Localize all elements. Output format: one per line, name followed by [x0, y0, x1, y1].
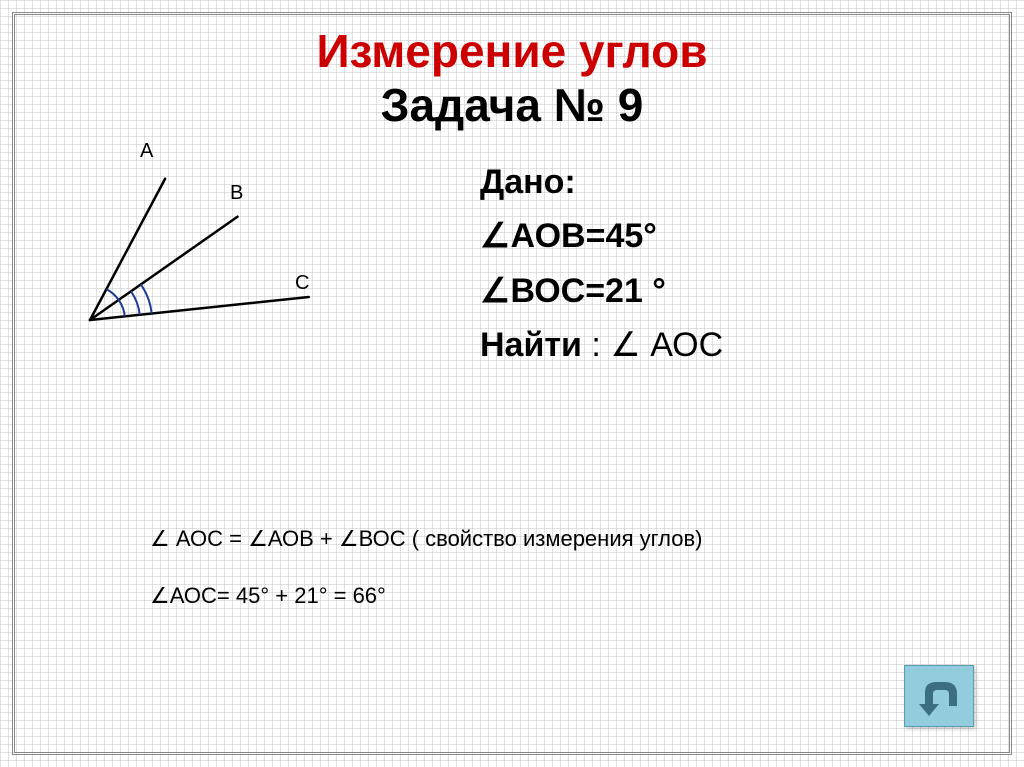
angle-diagram-svg	[40, 140, 340, 360]
angle-icon: ∠	[339, 526, 359, 551]
title-line1: Измерение углов	[316, 25, 707, 77]
given-line-2: ∠ВОС=21 °	[480, 264, 723, 318]
back-u-turn-icon	[917, 676, 961, 716]
given-line-1: ∠АОВ=45°	[480, 209, 723, 263]
ray-label-A: A	[140, 140, 153, 163]
slide-title: Измерение углов Задача № 9	[0, 0, 1024, 132]
find-line: Найти : ∠ АОС	[480, 318, 723, 372]
angle-diagram: A B C	[40, 140, 340, 360]
angle-icon: ∠	[150, 526, 170, 551]
back-button[interactable]	[904, 665, 974, 727]
angle-icon: ∠	[480, 217, 510, 255]
solution-block: ∠ АОС = ∠АОВ + ∠ВОС ( свойство измерения…	[150, 510, 703, 624]
given-heading: Дано:	[480, 155, 723, 209]
solution-line-2: ∠АОС= 45° + 21° = 66°	[150, 567, 703, 624]
slide: Измерение углов Задача № 9 A B C Дано: ∠АО…	[0, 0, 1024, 767]
ray-label-C: C	[295, 272, 309, 295]
angle-icon: ∠	[610, 326, 640, 364]
angle-icon: ∠	[150, 583, 170, 608]
solution-line-1: ∠ АОС = ∠АОВ + ∠ВОС ( свойство измерения…	[150, 510, 703, 567]
angle-icon: ∠	[248, 526, 268, 551]
given-block: Дано: ∠АОВ=45° ∠ВОС=21 ° Найти : ∠ АОС	[480, 155, 723, 373]
ray-label-B: B	[230, 182, 243, 205]
angle-icon: ∠	[480, 272, 510, 310]
title-line2: Задача № 9	[0, 78, 1024, 132]
